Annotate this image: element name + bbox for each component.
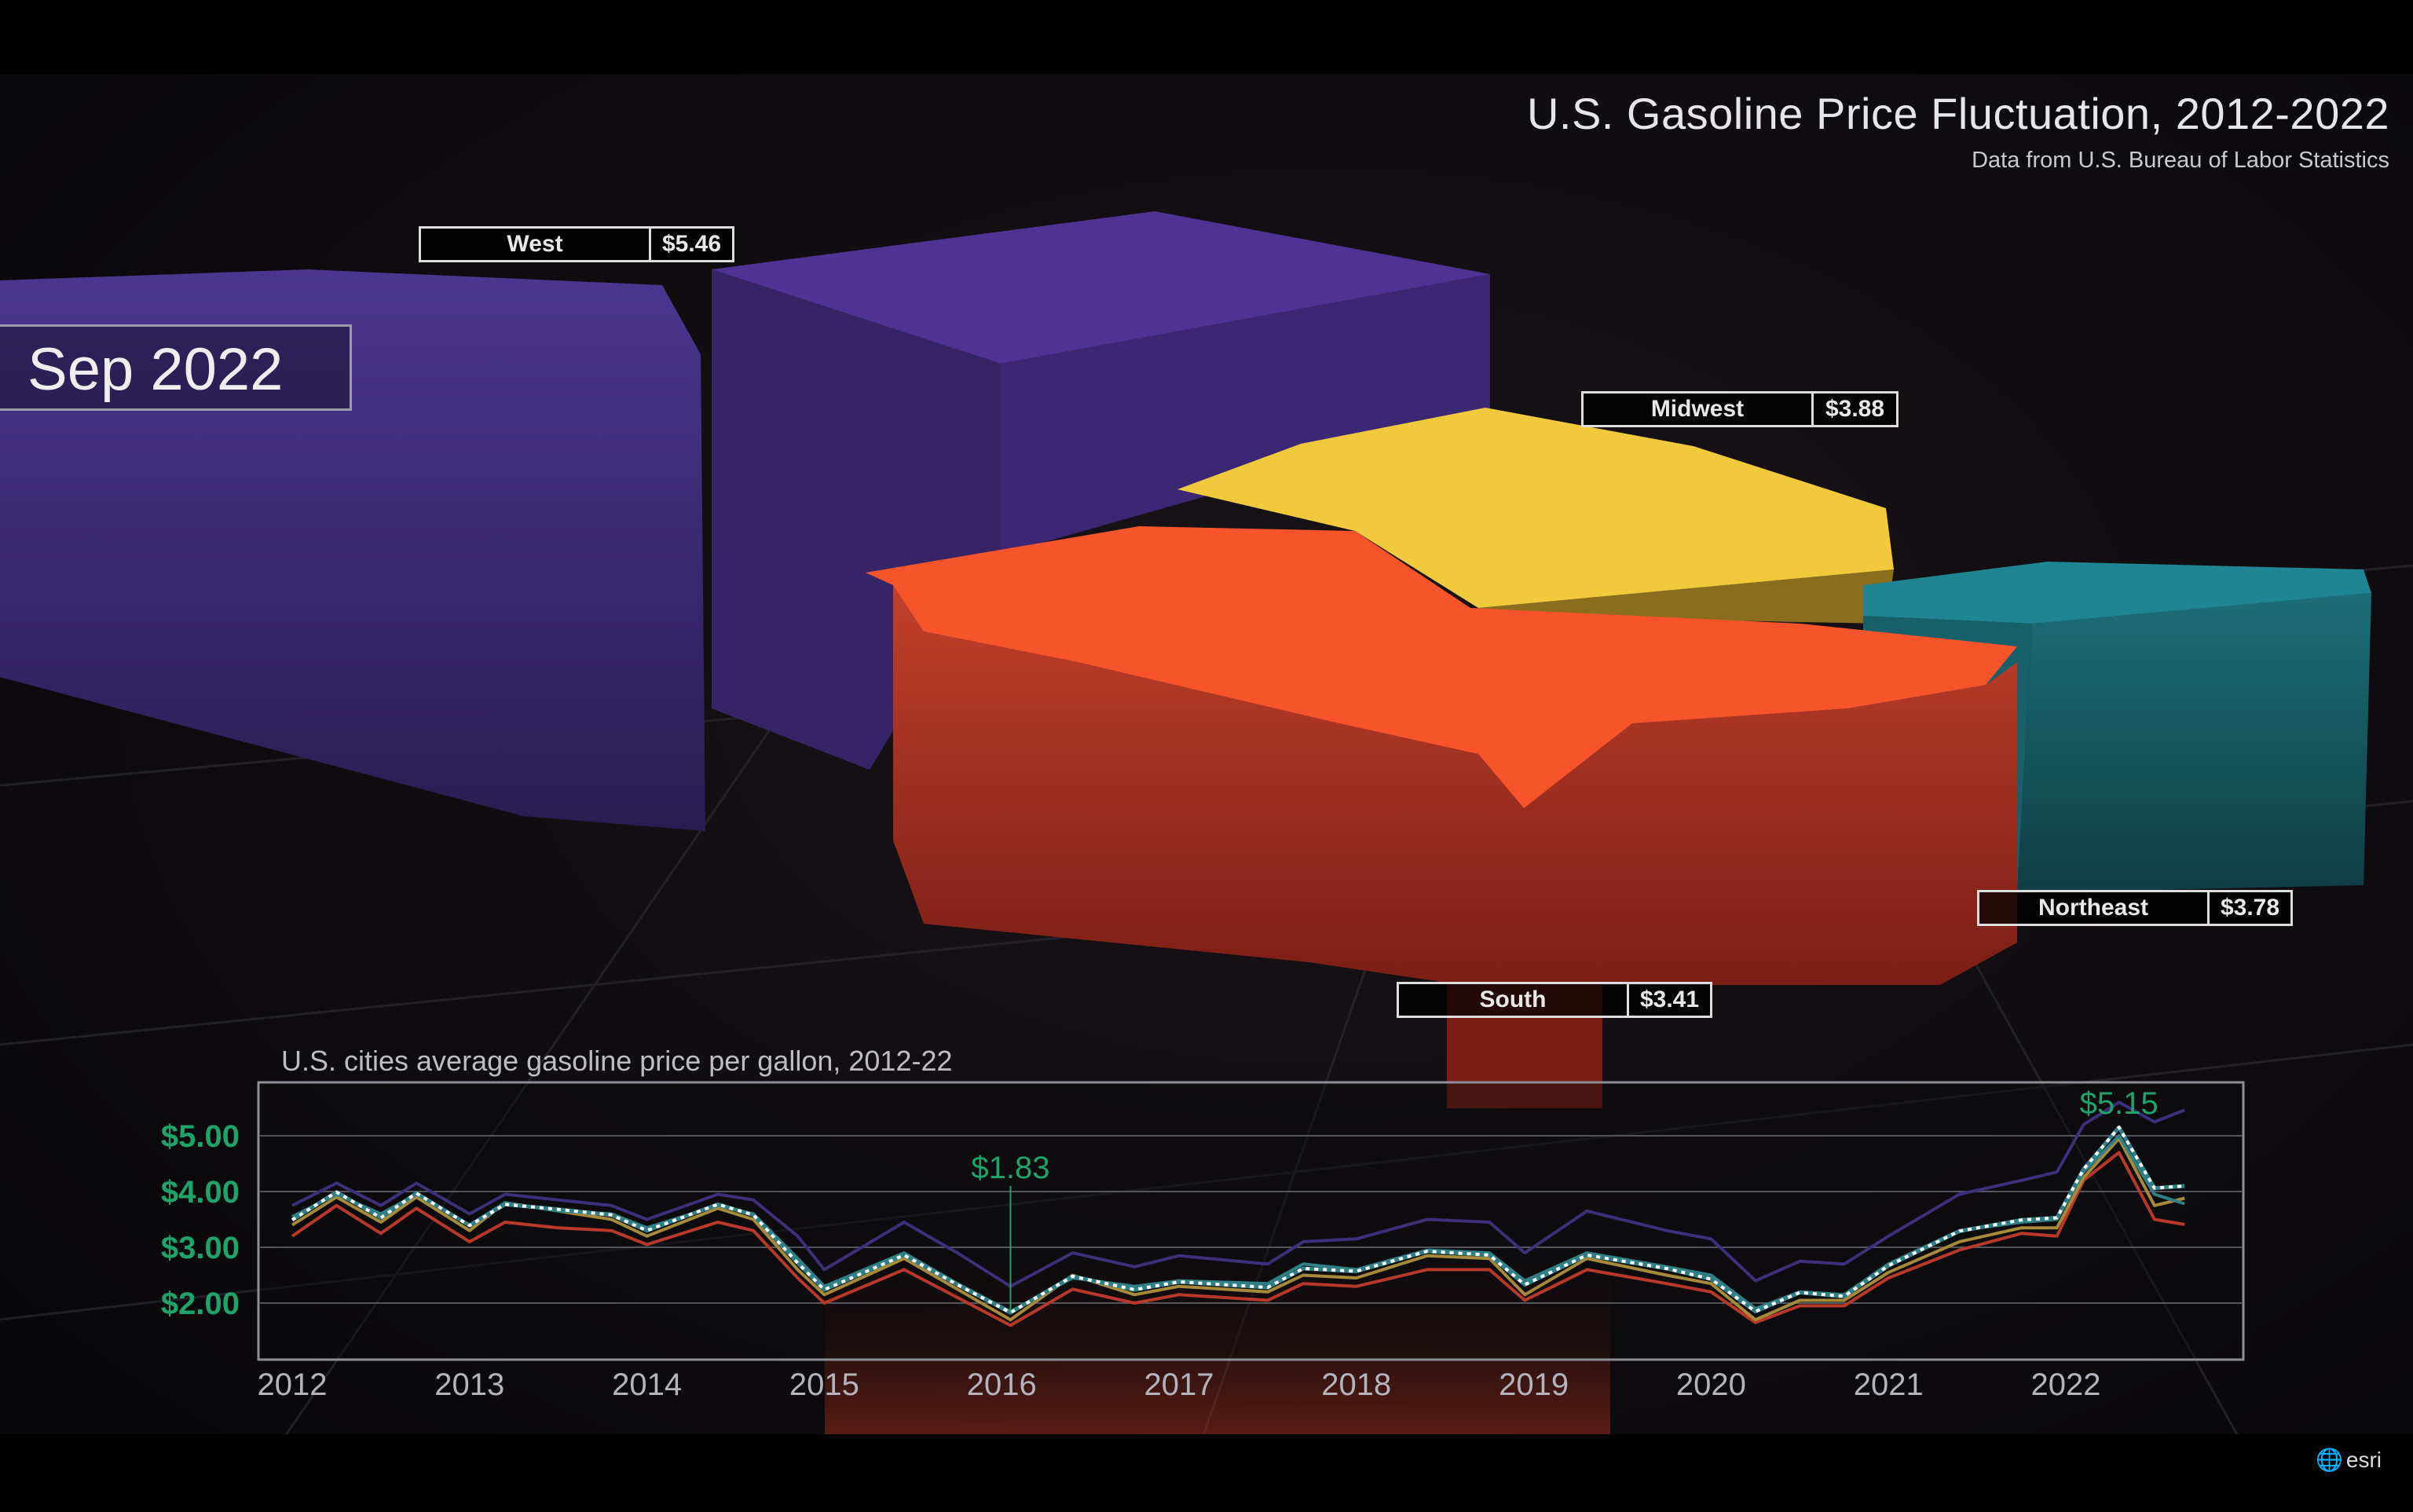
region-price: $3.78 [2220,895,2280,921]
region-name: Midwest [1584,394,1814,425]
page-title: U.S. Gasoline Price Fluctuation, 2012-20… [1526,89,2389,138]
region-name: Northeast [1979,892,2210,924]
page-subtitle: Data from U.S. Bureau of Labor Statistic… [1972,148,2389,173]
region-label-northeast: Northeast $3.78 [1977,890,2293,926]
brand-text: esri [2345,1447,2382,1472]
chart-title: U.S. cities average gasoline price per g… [281,1045,953,1077]
region-price: $3.88 [1825,396,1885,422]
region-west[interactable] [0,211,1490,831]
region-label-south: South $3.41 [1397,982,1712,1018]
region-label-west: West $5.46 [419,226,734,262]
region-midwest[interactable] [1177,408,1894,624]
esri-logo: 🌐 esri [2316,1447,2382,1473]
reflection-glow [825,1257,1610,1437]
globe-icon: 🌐 [2316,1448,2343,1472]
region-name: West [421,229,651,260]
region-name: South [1399,984,1629,1016]
region-price: $3.41 [1639,987,1700,1012]
region-label-midwest: Midwest $3.88 [1581,391,1899,427]
date-label: Sep 2022 [0,324,352,411]
region-price: $5.46 [661,231,722,257]
letterbox-top [0,0,2413,74]
letterbox-bottom [0,1434,2413,1508]
